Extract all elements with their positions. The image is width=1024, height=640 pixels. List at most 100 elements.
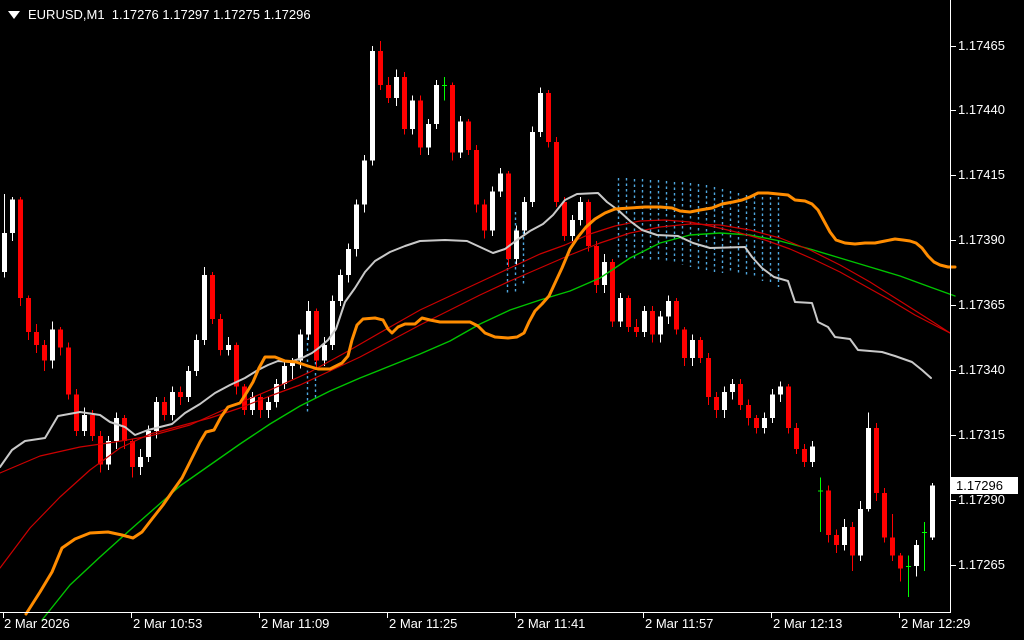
bear-candle-body: [466, 121, 471, 150]
bear-candle-body: [650, 311, 655, 335]
bull-candle-body: [138, 456, 143, 468]
bull-candle-body: [290, 360, 295, 366]
bull-candle-body: [50, 329, 55, 361]
bear-candle-body: [130, 441, 135, 468]
bear-candle-body: [890, 537, 895, 556]
bull-candle-body: [842, 527, 847, 546]
bear-candle-body: [386, 85, 391, 98]
price-axis-label: 1.17315: [958, 427, 1005, 442]
bull-candle-body: [930, 485, 935, 538]
bear-candle-body: [874, 428, 879, 494]
time-axis-label: 2 Mar 11:41: [517, 616, 586, 631]
bear-candle-body: [98, 436, 103, 465]
bull-candle-body: [522, 202, 527, 231]
bear-candle-body: [506, 173, 511, 260]
bull-candle-body: [578, 202, 583, 221]
bear-candle-body: [218, 319, 223, 351]
bull-candle-body: [498, 173, 503, 192]
bull-candle-body: [810, 446, 815, 462]
bull-candle-body: [458, 121, 463, 153]
bull-candle-body: [866, 428, 871, 509]
bear-candle-body: [210, 274, 215, 319]
bear-candle-body: [66, 347, 71, 395]
bull-candle-body: [658, 316, 663, 335]
red-fast-ma-line: [0, 219, 951, 474]
bear-candle-body: [826, 490, 831, 535]
red-slow-ma-line: [0, 223, 951, 569]
price-axis-label: 1.17440: [958, 102, 1005, 117]
bull-candle-body: [354, 204, 359, 249]
current-price-badge: 1.17296: [951, 477, 1018, 494]
time-axis-label: 2 Mar 11:09: [261, 616, 330, 631]
bull-candle-body: [722, 391, 727, 410]
bear-candle-body: [162, 402, 167, 416]
bear-candle-body: [754, 417, 759, 429]
time-axis-label: 2 Mar 10:53: [133, 616, 203, 631]
time-axis-label: 2 Mar 2026: [4, 616, 70, 631]
bear-candle-body: [402, 77, 407, 130]
bull-candle-body: [154, 402, 159, 431]
bull-candle-body: [346, 248, 351, 275]
bear-candle-body: [706, 358, 711, 397]
bear-candle-body: [546, 92, 551, 143]
bull-candle-body: [10, 199, 15, 234]
time-axis-label: 2 Mar 12:13: [773, 616, 843, 631]
bear-candle-body: [746, 404, 751, 418]
bull-candle-body: [778, 386, 783, 395]
bear-candle-body: [682, 329, 687, 358]
price-axis-label: 1.17365: [958, 297, 1005, 312]
bear-candle-body: [314, 311, 319, 361]
bear-candle-body: [474, 150, 479, 205]
price-axis-label: 1.17465: [958, 38, 1005, 53]
chart-menu-dropdown-icon[interactable]: [8, 10, 20, 19]
bull-candle-body: [530, 131, 535, 202]
bear-candle-body: [378, 51, 383, 85]
bear-candle-body: [482, 204, 487, 231]
bull-candle-body: [642, 311, 647, 332]
bull-candle-body: [514, 230, 519, 260]
bull-candle-body: [602, 261, 607, 286]
bear-candle-body: [738, 384, 743, 405]
bear-candle-body: [418, 100, 423, 148]
bull-candle-body: [82, 415, 87, 431]
bear-candle-body: [882, 493, 887, 538]
bear-candle-body: [850, 527, 855, 556]
title-bar: EURUSD,M1 1.17276 1.17297 1.17275 1.1729…: [8, 7, 311, 22]
bear-candle-body: [626, 298, 631, 327]
bear-candle-body: [58, 329, 63, 348]
bear-candle-body: [42, 345, 47, 361]
price-axis-label: 1.17415: [958, 167, 1005, 182]
bear-candle-body: [26, 298, 31, 332]
bear-candle-body: [674, 300, 679, 330]
bull-candle-body: [434, 85, 439, 124]
bull-candle-body: [338, 274, 343, 301]
bear-candle-body: [634, 326, 639, 332]
bull-candle-body: [322, 345, 327, 361]
bear-candle-body: [18, 199, 23, 299]
time-axis-label: 2 Mar 11:57: [645, 616, 714, 631]
bull-candle-body: [2, 233, 7, 273]
bull-candle-body: [362, 160, 367, 205]
time-axis-label: 2 Mar 11:25: [389, 616, 458, 631]
time-axis-label: 2 Mar 12:29: [901, 616, 971, 631]
bull-candle-body: [226, 345, 231, 351]
bear-candle-body: [714, 397, 719, 410]
bull-candle-body: [266, 402, 271, 410]
bear-candle-body: [698, 339, 703, 358]
bull-candle-body: [370, 51, 375, 161]
bear-candle-body: [610, 261, 615, 322]
bear-candle-body: [786, 386, 791, 429]
gray-kijun-line: [0, 192, 932, 468]
bull-candle-body: [770, 394, 775, 418]
bull-candle-body: [170, 391, 175, 416]
bull-candle-body: [394, 77, 399, 98]
bear-candle-body: [802, 449, 807, 462]
bull-candle-body: [330, 300, 335, 345]
bull-candle-body: [146, 430, 151, 457]
bull-candle-body: [690, 339, 695, 358]
bull-candle-body: [914, 545, 919, 566]
bear-candle-body: [234, 345, 239, 387]
bull-candle-body: [410, 100, 415, 130]
